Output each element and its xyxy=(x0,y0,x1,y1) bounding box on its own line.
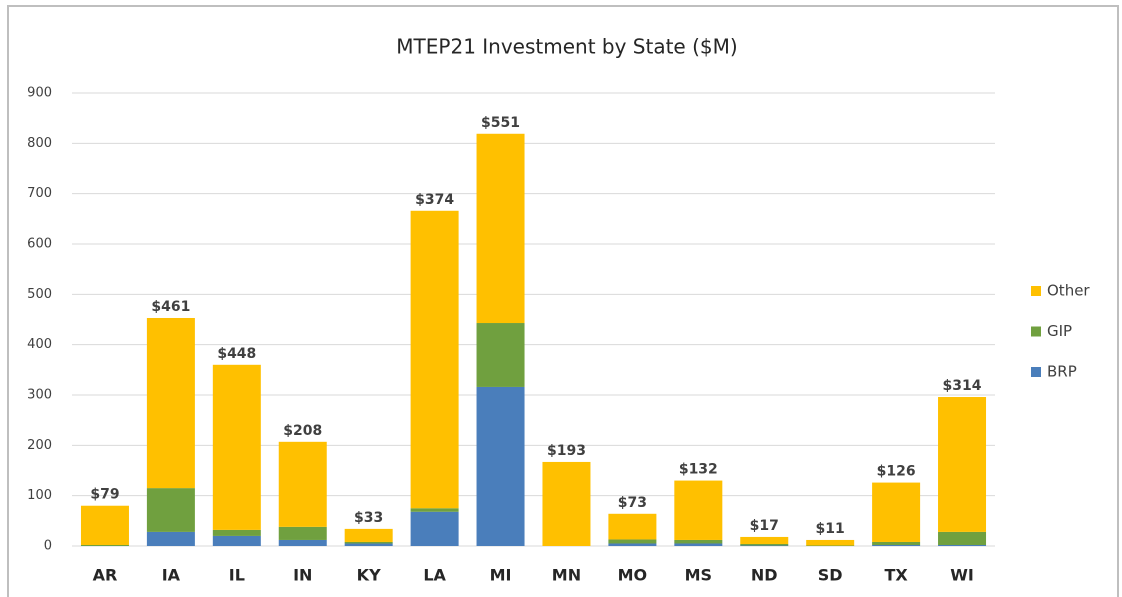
bar-segment xyxy=(146,317,195,489)
bar-segment xyxy=(344,528,393,542)
x-tick-label: MO xyxy=(618,566,648,585)
bar-segment xyxy=(278,539,327,546)
bar-segment xyxy=(410,210,459,509)
bar-segment xyxy=(476,386,525,546)
bar-segment xyxy=(278,526,327,540)
bar-segment xyxy=(278,441,327,527)
total-label: $132 xyxy=(679,462,718,478)
total-label: $17 xyxy=(750,518,779,534)
total-label: $11 xyxy=(816,521,845,537)
bar-segment xyxy=(674,543,723,546)
x-tick-label: KY xyxy=(357,566,381,585)
legend-label: GIP xyxy=(1047,322,1072,340)
bar-segment xyxy=(806,545,855,546)
bar-segment xyxy=(608,539,657,544)
bar-segment xyxy=(740,545,789,546)
bar-segment xyxy=(146,488,195,532)
bar-segment xyxy=(80,544,129,546)
legend-swatch xyxy=(1031,367,1041,377)
chart-title: MTEP21 Investment by State ($M) xyxy=(396,35,737,59)
bar-segment xyxy=(476,133,525,324)
x-tick-label: MI xyxy=(490,566,512,585)
total-label: $126 xyxy=(877,464,916,480)
bar-segment xyxy=(146,531,195,546)
total-label: $374 xyxy=(415,192,454,208)
y-tick-label: 300 xyxy=(27,388,52,403)
y-tick-label: 200 xyxy=(27,438,52,453)
bar-segment xyxy=(212,364,261,530)
bar-segment xyxy=(938,531,987,545)
total-label: $79 xyxy=(90,487,119,503)
x-tick-label: IA xyxy=(162,566,181,585)
total-label: $461 xyxy=(151,299,190,315)
y-tick-label: 900 xyxy=(27,86,52,101)
x-tick-label: MN xyxy=(552,566,581,585)
x-tick-label: IN xyxy=(293,566,312,585)
bar-segment xyxy=(872,482,921,542)
y-tick-label: 600 xyxy=(27,237,52,252)
x-tick-label: SD xyxy=(818,566,843,585)
bar-segment xyxy=(410,508,459,512)
chart-frame xyxy=(7,5,1119,597)
total-label: $208 xyxy=(283,423,322,439)
bar-segment xyxy=(608,543,657,546)
bar-segment xyxy=(674,480,723,540)
bar-segment xyxy=(674,539,723,544)
bar-segment xyxy=(740,543,789,546)
bar-segment xyxy=(212,529,261,536)
bar-segment xyxy=(80,505,129,545)
x-tick-label: WI xyxy=(950,566,974,585)
total-label: $73 xyxy=(618,495,647,511)
bar-segment xyxy=(806,539,855,546)
bar-segment xyxy=(872,544,921,546)
bar-segment xyxy=(740,536,789,544)
x-tick-label: TX xyxy=(884,566,908,585)
bar-segment xyxy=(410,511,459,546)
legend-label: BRP xyxy=(1047,363,1077,381)
total-label: $448 xyxy=(217,346,256,362)
y-tick-label: 700 xyxy=(27,186,52,201)
bar-segment xyxy=(542,461,591,546)
legend-swatch xyxy=(1031,286,1041,296)
total-label: $314 xyxy=(943,378,982,394)
x-tick-label: MS xyxy=(685,566,712,585)
bar-segment xyxy=(476,323,525,387)
total-label: $33 xyxy=(354,510,383,526)
bar-segment xyxy=(938,397,987,532)
bar-segment xyxy=(938,544,987,546)
y-tick-label: 0 xyxy=(44,539,52,554)
bar-segment xyxy=(212,535,261,546)
x-tick-label: ND xyxy=(751,566,778,585)
bar-segment xyxy=(344,543,393,546)
y-tick-label: 400 xyxy=(27,337,52,352)
legend-swatch xyxy=(1031,326,1041,337)
legend-label: Other xyxy=(1047,282,1090,300)
x-tick-label: LA xyxy=(423,566,446,585)
x-tick-label: AR xyxy=(93,566,118,585)
y-tick-label: 500 xyxy=(27,287,52,302)
bar-segment xyxy=(872,541,921,545)
total-label: $551 xyxy=(481,115,520,131)
x-tick-label: IL xyxy=(229,566,245,585)
total-label: $193 xyxy=(547,443,586,459)
y-tick-label: 100 xyxy=(27,488,52,503)
bar-segment xyxy=(344,541,393,544)
y-tick-label: 800 xyxy=(27,136,52,151)
bar-segment xyxy=(608,513,657,540)
